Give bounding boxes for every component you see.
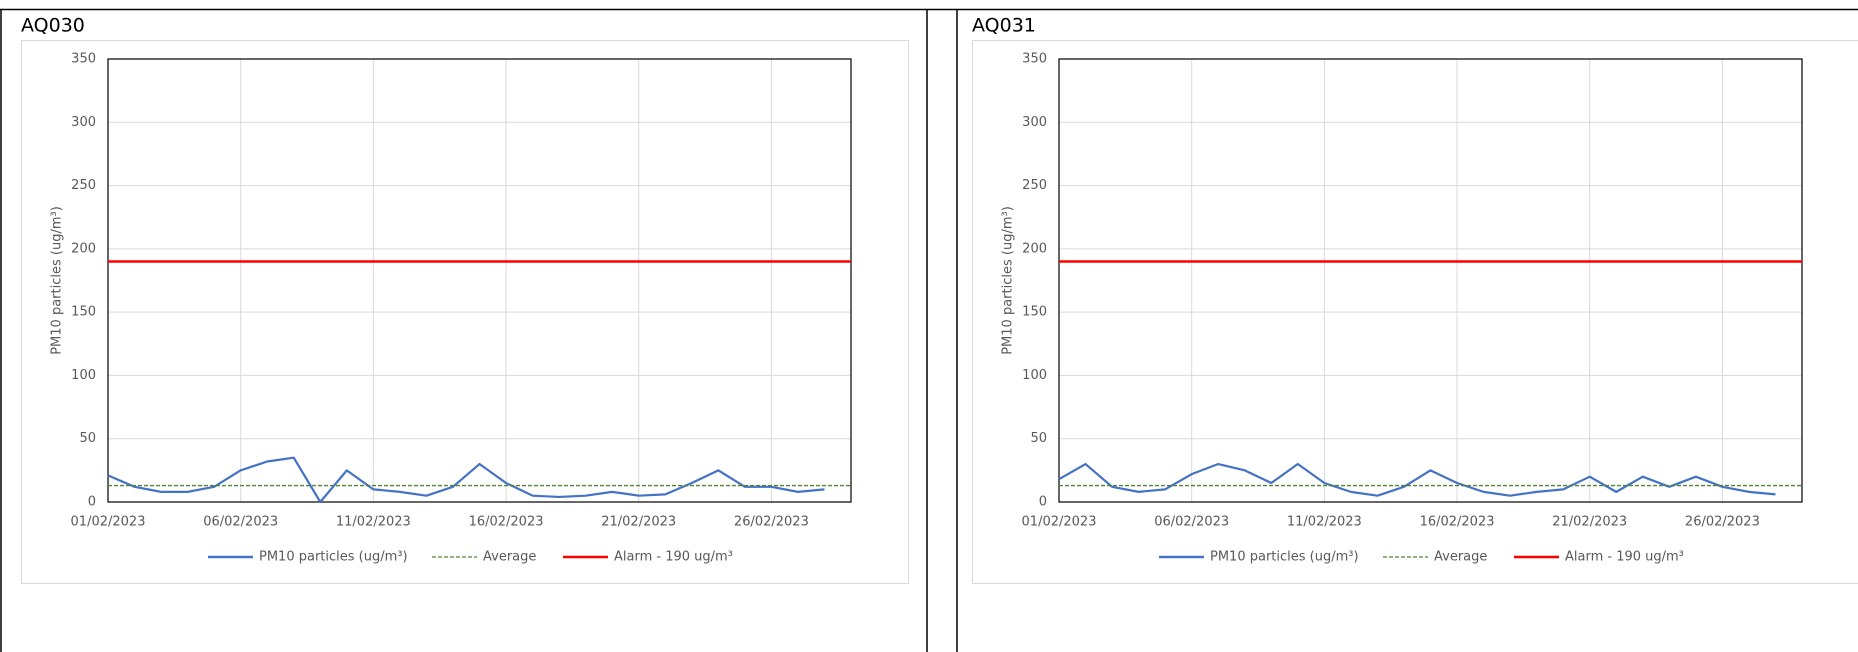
y-tick-label: 300 bbox=[1022, 115, 1047, 130]
y-tick-label: 300 bbox=[71, 115, 96, 130]
y-tick-label: 250 bbox=[71, 178, 96, 193]
y-tick-label: 50 bbox=[79, 431, 96, 446]
panel-title: AQ030 bbox=[21, 15, 85, 37]
legend-label: Alarm - 190 ug/m³ bbox=[614, 550, 733, 565]
y-tick-label: 0 bbox=[88, 495, 96, 510]
y-tick-label: 50 bbox=[1030, 431, 1047, 446]
y-tick-label: 100 bbox=[1022, 368, 1047, 383]
x-tick-label: 16/02/2023 bbox=[469, 515, 544, 530]
y-axis-label: PM10 particles (ug/m³) bbox=[1001, 206, 1016, 355]
y-tick-label: 200 bbox=[1022, 241, 1047, 256]
y-tick-label: 250 bbox=[1022, 178, 1047, 193]
y-tick-label: 150 bbox=[71, 305, 96, 320]
x-tick-label: 26/02/2023 bbox=[734, 515, 809, 530]
x-tick-label: 01/02/2023 bbox=[71, 515, 146, 530]
plot-border bbox=[107, 58, 852, 503]
legend-label: Alarm - 190 ug/m³ bbox=[1565, 550, 1684, 565]
x-tick-label: 16/02/2023 bbox=[1420, 515, 1495, 530]
legend-label: Average bbox=[483, 550, 536, 565]
x-tick-label: 06/02/2023 bbox=[203, 515, 278, 530]
x-tick-label: 21/02/2023 bbox=[1552, 515, 1627, 530]
y-tick-label: 350 bbox=[1022, 52, 1047, 67]
x-tick-label: 01/02/2023 bbox=[1022, 515, 1097, 530]
legend-label: PM10 particles (ug/m³) bbox=[259, 550, 408, 565]
x-tick-label: 26/02/2023 bbox=[1685, 515, 1760, 530]
data-line bbox=[1058, 462, 1776, 497]
plot-border bbox=[1058, 58, 1803, 503]
panel-title: AQ031 bbox=[972, 15, 1036, 37]
x-tick-label: 06/02/2023 bbox=[1154, 515, 1229, 530]
legend-label: Average bbox=[1434, 550, 1487, 565]
y-tick-label: 150 bbox=[1022, 305, 1047, 320]
y-axis-label: PM10 particles (ug/m³) bbox=[50, 206, 65, 355]
y-tick-label: 350 bbox=[71, 52, 96, 67]
y-tick-label: 200 bbox=[71, 241, 96, 256]
y-tick-label: 0 bbox=[1039, 495, 1047, 510]
legend-label: PM10 particles (ug/m³) bbox=[1210, 550, 1359, 565]
x-tick-label: 21/02/2023 bbox=[601, 515, 676, 530]
y-tick-label: 100 bbox=[71, 368, 96, 383]
x-tick-label: 11/02/2023 bbox=[336, 515, 411, 530]
data-line bbox=[107, 456, 825, 504]
x-tick-label: 11/02/2023 bbox=[1287, 515, 1362, 530]
